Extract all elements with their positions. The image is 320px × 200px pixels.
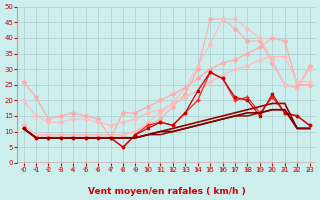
X-axis label: Vent moyen/en rafales ( km/h ): Vent moyen/en rafales ( km/h ) [88,187,245,196]
